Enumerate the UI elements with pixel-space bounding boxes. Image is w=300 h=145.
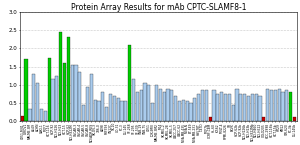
Bar bbox=[109, 94, 112, 122]
Bar bbox=[239, 94, 242, 122]
Bar bbox=[101, 92, 104, 122]
Bar bbox=[116, 98, 120, 122]
Bar bbox=[274, 90, 277, 122]
Bar bbox=[185, 101, 189, 122]
Bar bbox=[266, 89, 269, 122]
Bar bbox=[128, 46, 131, 122]
Bar bbox=[82, 105, 85, 122]
Bar bbox=[70, 65, 74, 122]
Bar bbox=[193, 98, 197, 122]
Bar bbox=[28, 109, 32, 122]
Bar bbox=[243, 94, 246, 122]
Bar bbox=[197, 94, 200, 122]
Bar bbox=[289, 92, 292, 122]
Bar bbox=[251, 94, 254, 122]
Bar bbox=[147, 85, 151, 122]
Bar bbox=[120, 101, 124, 122]
Bar bbox=[224, 94, 227, 122]
Bar bbox=[258, 96, 262, 122]
Bar bbox=[59, 32, 62, 122]
Bar bbox=[201, 90, 204, 122]
Bar bbox=[105, 107, 108, 122]
Bar bbox=[155, 85, 158, 122]
Bar bbox=[232, 105, 235, 122]
Bar bbox=[255, 94, 258, 122]
Bar bbox=[293, 117, 296, 122]
Bar bbox=[44, 111, 47, 122]
Bar bbox=[205, 90, 208, 122]
Bar bbox=[51, 79, 55, 122]
Bar bbox=[78, 72, 81, 122]
Bar bbox=[47, 58, 51, 122]
Bar bbox=[113, 96, 116, 122]
Bar bbox=[63, 63, 66, 122]
Bar bbox=[220, 92, 223, 122]
Bar bbox=[21, 116, 24, 122]
Bar bbox=[36, 83, 39, 122]
Bar bbox=[40, 109, 43, 122]
Bar bbox=[74, 65, 78, 122]
Bar bbox=[178, 101, 181, 122]
Bar bbox=[216, 94, 220, 122]
Title: Protein Array Results for mAb CPTC-SLAMF8-1: Protein Array Results for mAb CPTC-SLAMF… bbox=[71, 3, 246, 12]
Bar bbox=[270, 90, 273, 122]
Bar bbox=[98, 101, 100, 122]
Bar bbox=[163, 92, 166, 122]
Bar bbox=[278, 89, 281, 122]
Bar bbox=[86, 87, 89, 122]
Bar bbox=[67, 37, 70, 122]
Bar bbox=[189, 103, 193, 122]
Bar bbox=[140, 90, 143, 122]
Bar bbox=[262, 117, 266, 122]
Bar bbox=[159, 89, 162, 122]
Bar bbox=[228, 94, 231, 122]
Bar bbox=[94, 99, 97, 122]
Bar bbox=[55, 76, 58, 122]
Bar bbox=[208, 117, 212, 122]
Bar bbox=[281, 92, 285, 122]
Bar bbox=[151, 103, 154, 122]
Bar bbox=[167, 89, 170, 122]
Bar bbox=[132, 79, 135, 122]
Bar bbox=[247, 96, 250, 122]
Bar bbox=[285, 90, 289, 122]
Bar bbox=[174, 96, 177, 122]
Bar bbox=[143, 83, 147, 122]
Bar bbox=[182, 99, 185, 122]
Bar bbox=[236, 89, 239, 122]
Bar bbox=[90, 74, 93, 122]
Bar bbox=[136, 92, 139, 122]
Bar bbox=[212, 90, 216, 122]
Bar bbox=[32, 74, 35, 122]
Bar bbox=[25, 59, 28, 122]
Bar bbox=[124, 101, 127, 122]
Bar bbox=[170, 90, 173, 122]
